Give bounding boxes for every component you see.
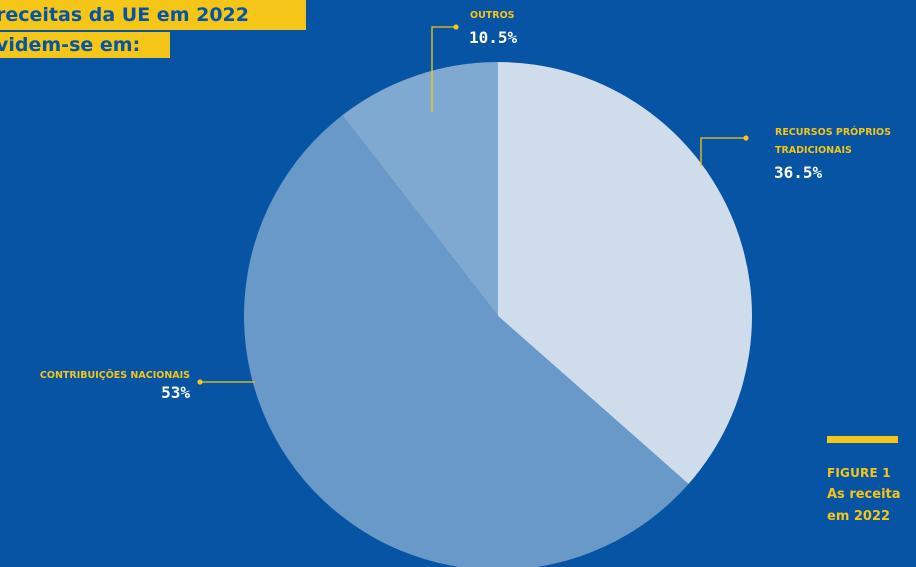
page-title-line-1: receitas da UE em 2022: [0, 0, 306, 30]
slice-value-recursos-proprios: 36.5%: [774, 163, 823, 182]
leader-dot-contribuicoes-nacionais: [197, 379, 203, 385]
figure-accent-bar: [827, 436, 898, 443]
slice-label-outros: OUTROS: [470, 10, 515, 21]
page-title-line-2: videm-se em:: [0, 32, 170, 58]
page-title-text-1: receitas da UE em 2022: [0, 4, 249, 26]
figure-caption-line-2: em 2022: [827, 509, 891, 524]
leader-line-outros: [431, 26, 456, 112]
slice-value-contribuicoes-nacionais: 53%: [161, 383, 190, 402]
leader-dot-outros: [453, 24, 459, 30]
slice-label-recursos-proprios: RECURSOS PRÓPRIOS: [775, 126, 891, 138]
leader-line-recursos-proprios: [700, 137, 746, 166]
slice-recursos-proprios: [498, 62, 752, 484]
page-title-text-2: videm-se em:: [0, 34, 141, 56]
figure-label: FIGURE 1: [827, 466, 891, 480]
slice-label-contribuicoes-nacionais: CONTRIBUIÇÕES NACIONAIS: [40, 369, 190, 381]
figure-caption: As receita em 2022: [827, 484, 916, 528]
slice-label-line2-recursos-proprios: TRADICIONAIS: [775, 145, 852, 156]
figure-caption-line-1: As receita: [827, 487, 901, 502]
slice-contribuicoes-nacionais: [244, 115, 689, 567]
slice-outros: [342, 62, 498, 316]
leader-dot-recursos-proprios: [743, 135, 749, 141]
slice-value-outros: 10.5%: [469, 28, 518, 47]
